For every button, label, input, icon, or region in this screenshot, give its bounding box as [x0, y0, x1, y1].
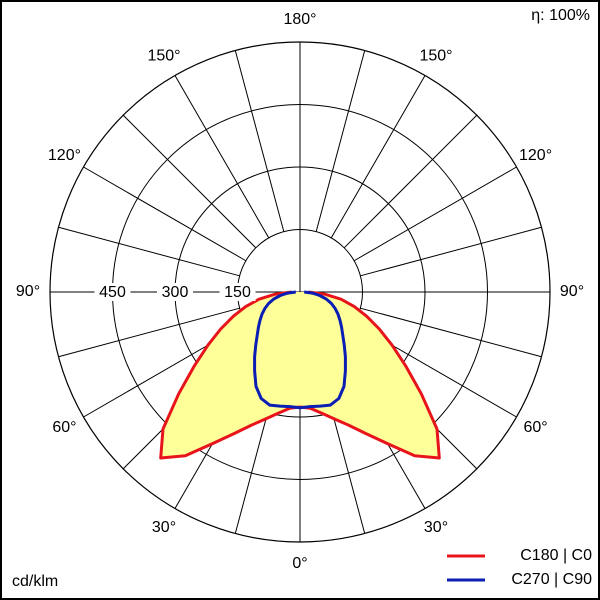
r-tick-label: 150	[224, 284, 251, 301]
plot	[159, 290, 441, 460]
spoke	[315, 50, 366, 232]
r-tick-bg	[157, 283, 193, 301]
spoke	[360, 226, 542, 277]
series-line	[299, 290, 441, 460]
angle-label: 0°	[292, 555, 307, 572]
r-tick-bg	[94, 283, 131, 301]
spoke	[83, 166, 247, 262]
unit-label: cd/klm	[12, 573, 58, 590]
angle-label: 60°	[52, 419, 76, 436]
angle-label: 60°	[523, 419, 547, 436]
r-tick-label: 300	[162, 284, 189, 301]
r-tick-bg	[219, 283, 256, 301]
r-tick-label: 450	[99, 284, 126, 301]
angle-label: 90°	[560, 283, 584, 300]
angle-label: 90°	[16, 283, 40, 300]
series-line	[253, 290, 301, 410]
spoke	[122, 114, 257, 249]
series-line	[299, 290, 347, 410]
legend-label: C180 | C0	[520, 547, 592, 564]
angle-label: 120°	[519, 147, 552, 164]
spoke	[360, 307, 542, 358]
spoke	[174, 75, 270, 239]
spoke	[58, 226, 240, 277]
efficiency-label: η: 100%	[531, 7, 590, 24]
angle-label: 120°	[48, 147, 81, 164]
spoke	[234, 50, 285, 232]
area-fill	[160, 292, 440, 458]
angle-label: 30°	[152, 519, 176, 536]
angle-label: 180°	[283, 11, 316, 28]
angle-label: 30°	[424, 519, 448, 536]
spoke	[343, 114, 478, 249]
angle-label: 150°	[419, 48, 452, 65]
legend-label: C270 | C90	[511, 571, 592, 588]
series-line	[159, 290, 301, 460]
labels: 150 300 450 0° 30° 30° 60° 60° 90° 90° 120° 120° 150…	[16, 11, 592, 588]
spoke	[330, 75, 426, 239]
spoke	[353, 166, 517, 262]
spoke	[58, 307, 240, 358]
angle-label: 150°	[147, 48, 180, 65]
